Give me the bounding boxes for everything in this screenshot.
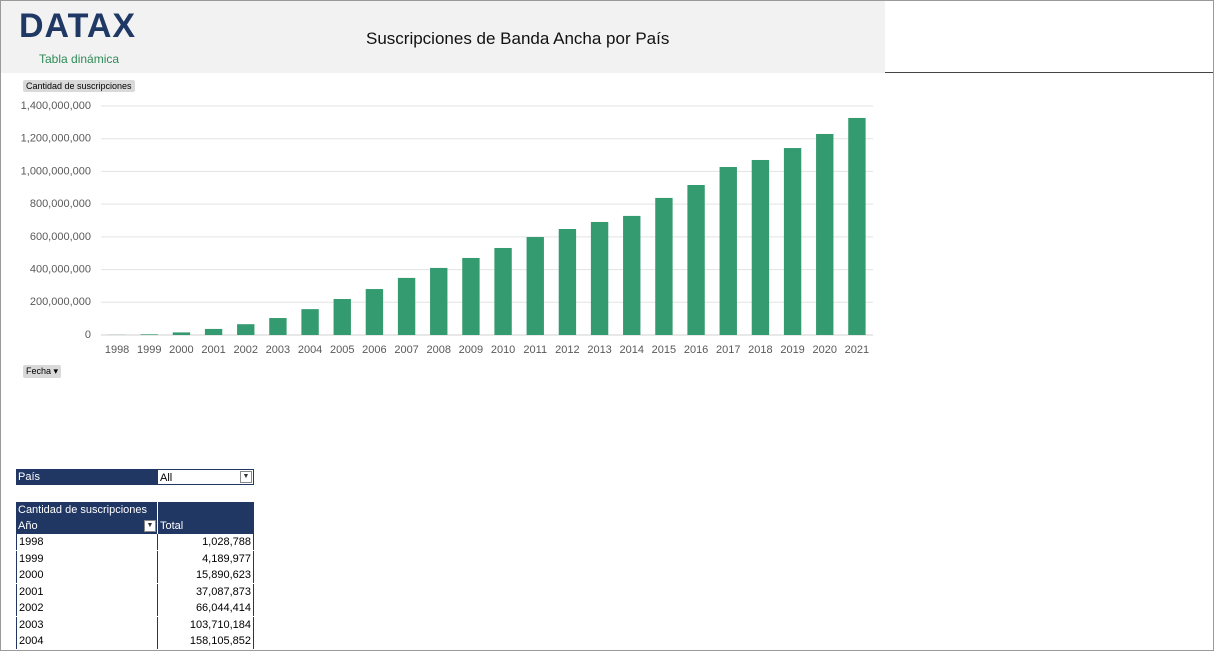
x-tick-label: 2018	[748, 344, 772, 356]
bar	[655, 197, 673, 335]
title: Suscripciones de Banda Ancha por País	[366, 29, 670, 48]
row-year: 2003	[16, 616, 157, 633]
y-tick-label: 800,000,000	[30, 198, 91, 210]
x-tick-label: 2014	[620, 344, 644, 356]
header	[1, 1, 885, 73]
x-tick-label: 2010	[491, 344, 515, 356]
logo: DATAX	[19, 7, 137, 45]
row-dropdown[interactable]: ▼	[144, 520, 156, 532]
x-tick-label: 2005	[330, 344, 354, 356]
x-tick-label: 1999	[137, 344, 161, 356]
x-tick-label: 2017	[716, 344, 740, 356]
bar	[237, 324, 255, 335]
bar	[558, 229, 577, 335]
y-tick-label: 400,000,000	[30, 263, 91, 275]
bar	[526, 237, 544, 335]
bar	[719, 167, 737, 335]
x-tick-label: 2016	[684, 344, 708, 356]
bar	[269, 318, 287, 335]
filter-value[interactable]: All	[157, 469, 254, 485]
x-tick-label: 2009	[459, 344, 483, 356]
x-tick-label: 2021	[845, 344, 869, 356]
x-tick-label: 2020	[813, 344, 837, 356]
row-year: 2000	[16, 567, 157, 583]
x-tick-label: 2008	[427, 344, 451, 356]
row-year: 1999	[16, 550, 157, 567]
bar	[494, 247, 512, 335]
x-tick-label: 2007	[394, 344, 418, 356]
filter-label: País	[16, 469, 157, 485]
bar	[333, 299, 351, 335]
x-tick-label: 2000	[169, 344, 193, 356]
x-tick-label: 2012	[555, 344, 579, 356]
x-tick-label: 2004	[298, 344, 322, 356]
axis-field-button[interactable]: Fecha ▾	[23, 365, 62, 378]
row-year: 2004	[16, 633, 157, 649]
x-tick-label: 2015	[652, 344, 676, 356]
bar	[172, 332, 191, 335]
bar	[462, 257, 480, 335]
x-tick-label: 1998	[105, 344, 129, 356]
row-total: 37,087,873	[157, 583, 254, 600]
bar	[430, 267, 448, 335]
x-tick-label: 2001	[201, 344, 225, 356]
x-tick-label: 2019	[780, 344, 804, 356]
subtitle: Tabla dinámica	[39, 52, 120, 66]
row-year: 2002	[16, 600, 157, 616]
bar	[365, 289, 384, 335]
y-tick-label: 1,200,000,000	[21, 133, 91, 145]
values-header: Cantidad de suscripciones	[16, 502, 157, 518]
y-tick-label: 1,400,000,000	[21, 100, 91, 112]
values-field-button[interactable]: Cantidad de suscripciones	[23, 80, 135, 92]
bar	[687, 185, 705, 335]
x-tick-label: 2011	[523, 344, 547, 356]
row-header: Año	[16, 518, 157, 534]
row-total: 158,105,852	[157, 633, 254, 649]
axis-field-label: Fecha	[26, 366, 52, 376]
row-total: 66,044,414	[157, 600, 254, 616]
header-cell	[157, 502, 254, 518]
row-total: 15,890,623	[157, 567, 254, 583]
row-year: 1998	[16, 534, 157, 550]
y-tick-label: 200,000,000	[30, 296, 91, 308]
bar	[623, 215, 641, 335]
x-tick-label: 2013	[587, 344, 611, 356]
bar	[848, 117, 866, 335]
total-header: Total	[157, 518, 254, 534]
y-tick-label: 600,000,000	[30, 231, 91, 243]
x-tick-label: 2006	[362, 344, 386, 356]
row-total: 103,710,184	[157, 616, 254, 633]
bar	[301, 309, 319, 335]
row-year: 2001	[16, 583, 157, 600]
chart: 0 200,000,000 400,000,000 600,000,000 800,00…	[21, 100, 873, 356]
bar	[140, 334, 158, 335]
row-total: 1,028,788	[157, 534, 254, 550]
row-total: 4,189,977	[157, 550, 254, 567]
bar	[204, 328, 223, 335]
y-tick-label: 1,000,000,000	[21, 165, 91, 177]
x-tick-label: 2003	[266, 344, 290, 356]
bar	[751, 159, 770, 335]
bar	[590, 221, 609, 335]
x-tick-label: 2002	[234, 344, 258, 356]
bar	[816, 133, 834, 335]
bar	[783, 148, 802, 335]
filter-dropdown[interactable]: ▼	[240, 471, 252, 483]
header-line	[885, 72, 1213, 73]
bar	[397, 277, 416, 335]
y-tick-label: 0	[85, 329, 91, 341]
